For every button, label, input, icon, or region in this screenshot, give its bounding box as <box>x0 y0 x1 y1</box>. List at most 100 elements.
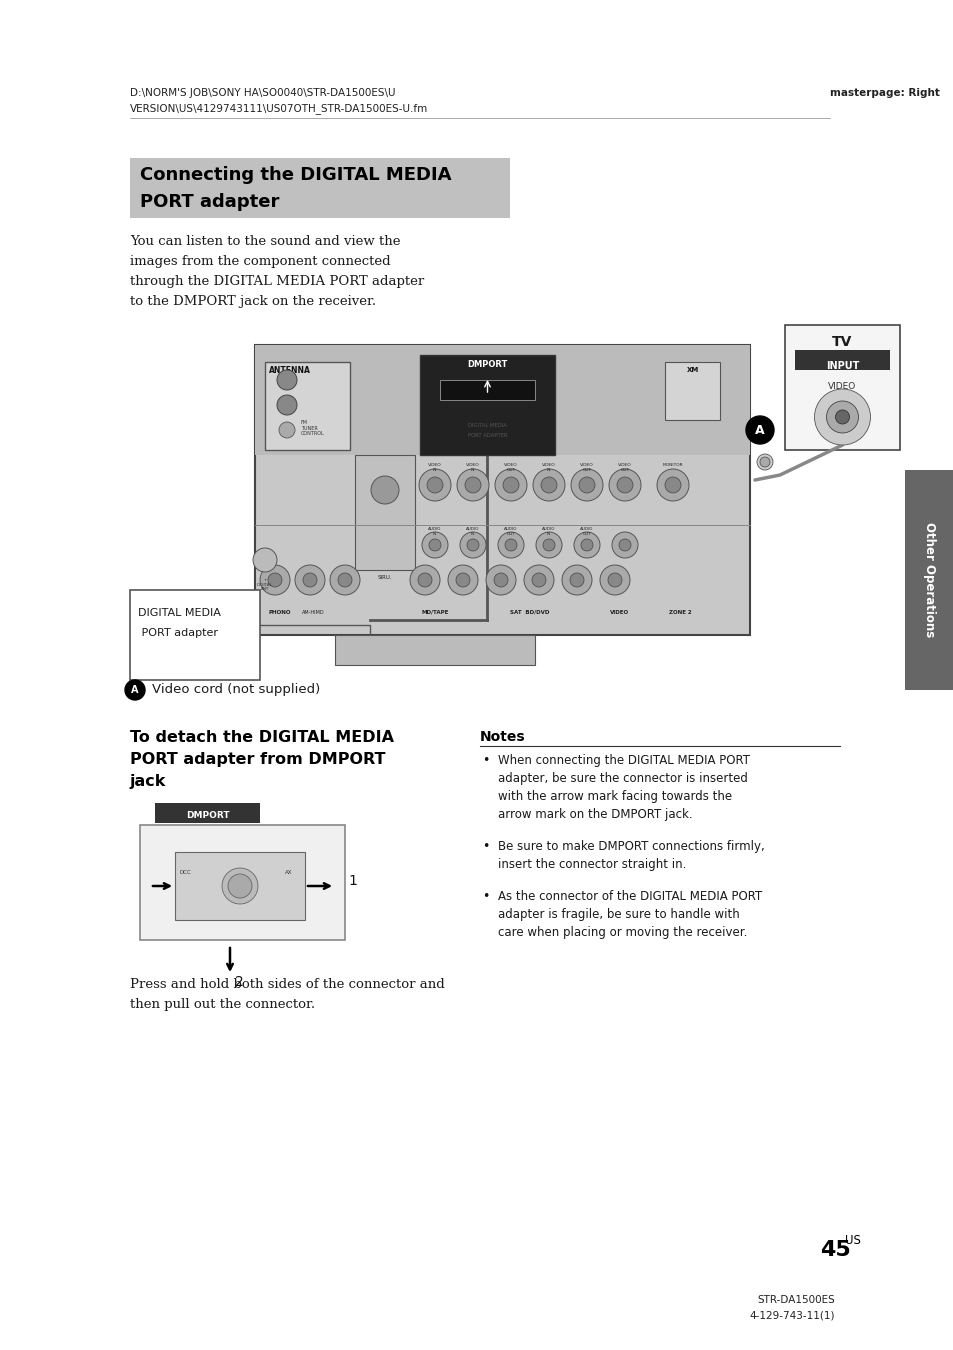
Circle shape <box>825 401 858 433</box>
Text: arrow mark on the DMPORT jack.: arrow mark on the DMPORT jack. <box>497 809 692 821</box>
Circle shape <box>276 396 296 414</box>
Text: A: A <box>132 684 138 695</box>
Text: Be sure to make DMPORT connections firmly,: Be sure to make DMPORT connections firml… <box>497 840 764 853</box>
Text: To detach the DIGITAL MEDIA: To detach the DIGITAL MEDIA <box>130 730 394 745</box>
Text: XM: XM <box>685 367 698 373</box>
Text: DMPORT: DMPORT <box>467 360 507 369</box>
Circle shape <box>612 532 638 558</box>
Text: Press and hold both sides of the connector and: Press and hold both sides of the connect… <box>130 977 444 991</box>
Circle shape <box>485 566 516 595</box>
Circle shape <box>523 566 554 595</box>
Circle shape <box>448 566 477 595</box>
Text: As the connector of the DIGITAL MEDIA PORT: As the connector of the DIGITAL MEDIA PO… <box>497 890 761 903</box>
Text: with the arrow mark facing towards the: with the arrow mark facing towards the <box>497 790 731 803</box>
Circle shape <box>459 532 485 558</box>
Text: •: • <box>481 755 489 767</box>
Circle shape <box>456 572 470 587</box>
Text: MD/TAPE: MD/TAPE <box>421 610 448 616</box>
Circle shape <box>410 566 439 595</box>
Circle shape <box>495 468 526 501</box>
Text: care when placing or moving the receiver.: care when placing or moving the receiver… <box>497 926 746 940</box>
Text: DIGITAL MEDIA: DIGITAL MEDIA <box>468 423 506 428</box>
Text: 1: 1 <box>348 873 356 888</box>
Bar <box>140 825 345 940</box>
Text: images from the component connected: images from the component connected <box>130 255 390 269</box>
Circle shape <box>561 566 592 595</box>
Text: VIDEO
IN: VIDEO IN <box>428 463 441 471</box>
Text: VIDEO: VIDEO <box>827 382 856 391</box>
Circle shape <box>276 370 296 390</box>
Text: 4-129-743-11(1): 4-129-743-11(1) <box>749 1310 834 1320</box>
Text: VIDEO: VIDEO <box>610 610 629 616</box>
Circle shape <box>760 458 769 467</box>
Bar <box>439 379 535 400</box>
Circle shape <box>569 572 583 587</box>
Text: You can listen to the sound and view the: You can listen to the sound and view the <box>130 235 400 248</box>
Bar <box>130 590 260 680</box>
Bar <box>335 634 535 666</box>
Circle shape <box>617 477 633 493</box>
Circle shape <box>835 410 848 424</box>
Bar <box>419 355 555 455</box>
Circle shape <box>542 539 555 551</box>
Text: DMPORT: DMPORT <box>186 811 229 821</box>
Text: DCC: DCC <box>180 869 192 875</box>
Text: D:\NORM'S JOB\SONY HA\SO0040\STR-DA1500ES\U: D:\NORM'S JOB\SONY HA\SO0040\STR-DA1500E… <box>130 88 395 99</box>
Circle shape <box>574 532 599 558</box>
Circle shape <box>580 539 593 551</box>
Bar <box>355 455 415 570</box>
Circle shape <box>456 468 489 501</box>
Circle shape <box>657 468 688 501</box>
Bar <box>254 346 749 455</box>
Text: through the DIGITAL MEDIA PORT adapter: through the DIGITAL MEDIA PORT adapter <box>130 275 424 288</box>
Text: AUDIO
IN: AUDIO IN <box>541 526 555 536</box>
Circle shape <box>757 454 772 470</box>
Text: +
DIGITAL
ANT: + DIGITAL ANT <box>256 578 273 591</box>
Circle shape <box>278 423 294 437</box>
Text: AM-HIMD: AM-HIMD <box>301 610 324 616</box>
Circle shape <box>502 477 518 493</box>
Text: AX: AX <box>285 869 293 875</box>
Text: TV: TV <box>831 335 852 350</box>
Text: INPUT: INPUT <box>825 360 859 371</box>
Text: insert the connector straight in.: insert the connector straight in. <box>497 859 685 871</box>
Text: AUDIO
IN: AUDIO IN <box>428 526 441 536</box>
Circle shape <box>664 477 680 493</box>
Text: 2: 2 <box>234 975 244 990</box>
Circle shape <box>745 416 773 444</box>
Text: US: US <box>844 1234 860 1247</box>
Circle shape <box>497 532 523 558</box>
Circle shape <box>467 539 478 551</box>
Circle shape <box>228 873 252 898</box>
Circle shape <box>260 566 290 595</box>
Bar <box>154 803 260 824</box>
Text: Other Operations: Other Operations <box>923 522 935 637</box>
Text: DIGITAL MEDIA: DIGITAL MEDIA <box>138 608 221 618</box>
Text: VIDEO
IN: VIDEO IN <box>466 463 479 471</box>
Circle shape <box>222 868 257 905</box>
Circle shape <box>533 468 564 501</box>
Text: PORT adapter from DMPORT: PORT adapter from DMPORT <box>130 752 385 767</box>
Text: then pull out the connector.: then pull out the connector. <box>130 998 314 1011</box>
Circle shape <box>125 680 145 701</box>
Circle shape <box>418 468 451 501</box>
Text: Connecting the DIGITAL MEDIA: Connecting the DIGITAL MEDIA <box>140 166 451 184</box>
Circle shape <box>607 572 621 587</box>
Text: FM
TUNER
CONTROL: FM TUNER CONTROL <box>301 420 324 436</box>
Bar <box>174 852 305 919</box>
Circle shape <box>571 468 602 501</box>
Text: jack: jack <box>130 774 166 788</box>
Circle shape <box>504 539 517 551</box>
Text: Video cord (not supplied): Video cord (not supplied) <box>152 683 320 697</box>
Circle shape <box>294 566 325 595</box>
Circle shape <box>337 572 352 587</box>
Circle shape <box>540 477 557 493</box>
Circle shape <box>253 548 276 572</box>
Circle shape <box>536 532 561 558</box>
Circle shape <box>417 572 432 587</box>
Circle shape <box>618 539 630 551</box>
Circle shape <box>464 477 480 493</box>
Circle shape <box>429 539 440 551</box>
Text: VIDEO
OUT: VIDEO OUT <box>579 463 593 471</box>
Text: AUDIO
OUT: AUDIO OUT <box>504 526 517 536</box>
